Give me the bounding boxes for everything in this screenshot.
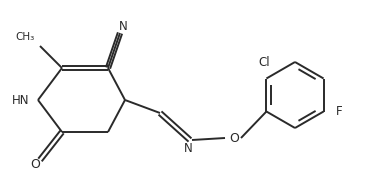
Text: O: O bbox=[30, 159, 40, 171]
Text: CH₃: CH₃ bbox=[16, 32, 35, 42]
Text: HN: HN bbox=[12, 94, 29, 106]
Text: Cl: Cl bbox=[258, 56, 270, 68]
Text: N: N bbox=[119, 19, 127, 33]
Text: N: N bbox=[184, 143, 192, 156]
Text: O: O bbox=[229, 132, 239, 146]
Text: F: F bbox=[336, 105, 342, 118]
